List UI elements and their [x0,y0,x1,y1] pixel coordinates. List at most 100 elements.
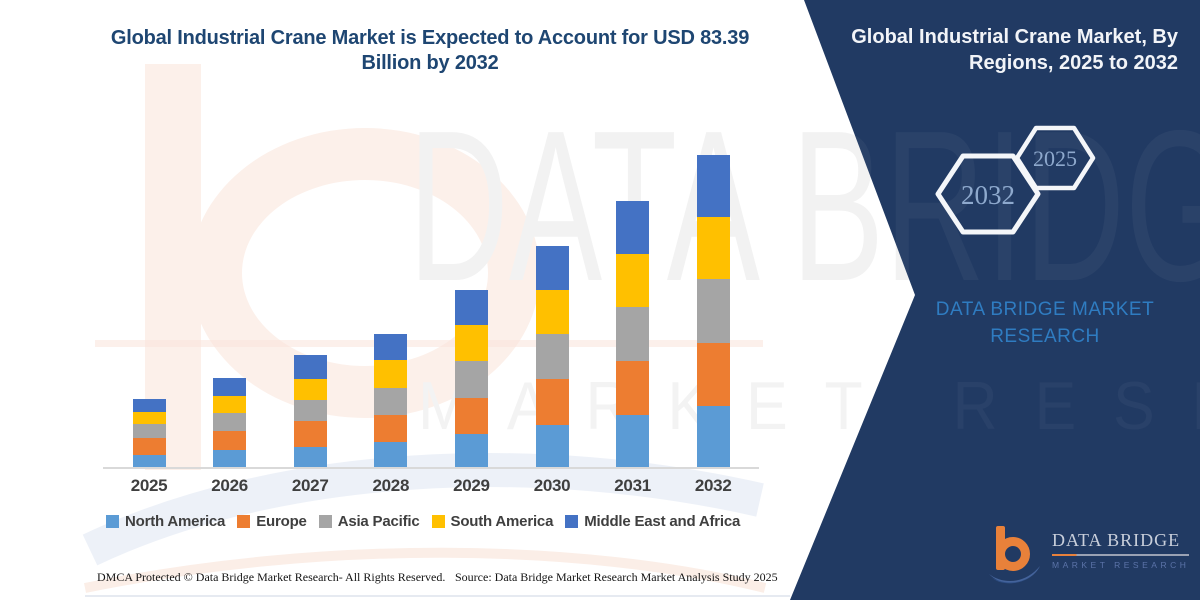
x-axis-label-2026: 2026 [211,476,248,495]
company-logo-icon [989,526,1040,584]
x-axis-label-2032: 2032 [694,476,732,495]
x-axis-label-2028: 2028 [372,476,410,495]
bar-segment-middle-east-and-africa [374,334,408,361]
panel-title-line2: Regions, 2025 to 2032 [969,52,1178,74]
x-axis-label-2029: 2029 [453,476,490,495]
bar-segment-asia-pacific [454,361,488,398]
panel-title: Global Industrial Crane Market, By Regio… [848,24,1178,76]
bar-segment-europe [132,437,166,455]
bar-chart-plot-area [105,150,765,468]
bar-segment-europe [535,379,569,425]
bar-segment-asia-pacific [293,399,327,422]
x-axis-labels: 2025 2026 2027 2028 2029 2030 2031 2032 [105,476,765,502]
bar-segment-north-america [213,449,247,468]
chart-title-line1: Global Industrial Crane Market is Expect… [110,27,750,49]
bar-2029 [454,290,488,468]
bar-segment-north-america [454,433,488,468]
bar-segment-south-america [454,325,488,362]
panel-title-line1: Global Industrial Crane Market, By [851,26,1178,48]
bar-segment-asia-pacific [374,388,408,416]
bar-segment-asia-pacific [696,279,730,343]
bar-segment-south-america [213,396,247,413]
legend-label: Middle East and Africa [584,513,741,530]
panel-brand-line1: DATA BRIDGE MARKET [935,299,1155,320]
bar-2026 [213,377,247,468]
chart-legend: North America Europe Asia Pacific South Ame… [106,513,740,530]
bar-segment-south-america [535,290,569,335]
legend-swatch-icon [237,515,251,528]
company-logo-subtitle: MARKET RESEARCH [1052,560,1190,570]
legend-swatch-icon [565,515,579,528]
bar-segment-south-america [696,216,730,280]
hexagon-2032-label: 2032 [961,180,1015,210]
bar-segment-middle-east-and-africa [132,398,166,413]
legend-label: North America [125,513,226,530]
bar-2025 [132,398,166,468]
bar-segment-europe [454,397,488,434]
dmca-notice: DMCA Protected © Data Bridge Market Rese… [97,570,446,584]
hexagon-2032-icon [935,153,1041,235]
bar-segment-middle-east-and-africa [535,245,569,291]
bar-segment-europe [696,342,730,407]
chart-title-line2: Billion by 2032 [361,52,499,74]
company-logo-name: DATA BRIDGE [1052,530,1181,550]
bar-2031 [616,200,650,468]
bar-segment-north-america [132,454,166,468]
legend-label: Asia Pacific [337,513,420,530]
bar-segment-asia-pacific [132,424,166,438]
company-logo-underline [1052,554,1190,556]
company-logo-text: DATA BRIDGE MARKET RESEARCH [1052,530,1190,588]
x-axis-line [103,467,759,469]
legend-label: South America [450,513,554,530]
bar-segment-asia-pacific [616,306,650,362]
bar-segment-middle-east-and-africa [454,290,488,325]
bar-segment-asia-pacific [213,412,247,432]
bar-segment-middle-east-and-africa [696,155,730,217]
bar-segment-asia-pacific [535,334,569,380]
bar-2032 [696,155,730,468]
x-axis-label-2031: 2031 [614,476,651,495]
logo-watermark-swoosh-icon [82,453,767,593]
hexagon-2025-label: 2025 [1033,146,1077,171]
legend-swatch-icon [318,515,332,528]
bar-segment-middle-east-and-africa [293,354,327,380]
company-logo: DATA BRIDGE MARKET RESEARCH [986,524,1190,588]
bar-segment-europe [374,415,408,442]
x-axis-label-2030: 2030 [533,476,571,495]
legend-item-asia-pacific: Asia Pacific [318,513,420,530]
bar-2030 [535,245,569,468]
bar-segment-europe [616,361,650,416]
bar-segment-north-america [535,424,569,468]
legend-swatch-icon [431,515,445,528]
hexagon-2025-icon [1014,125,1096,191]
bar-segment-north-america [374,441,408,468]
legend-item-north-america: North America [106,513,225,530]
legend-item-south-america: South America [431,513,554,530]
bar-segment-north-america [696,406,730,468]
logo-watermark-band [95,340,763,347]
bar-segment-south-america [616,254,650,307]
bar-segment-europe [213,431,247,450]
legend-item-europe: Europe [237,513,307,530]
panel-brand-text: DATA BRIDGE MARKET RESEARCH [900,296,1190,350]
source-notice: Source: Data Bridge Market Research Mark… [455,570,778,584]
bar-2027 [293,354,327,468]
year-hexagons: 2032 2025 [935,125,1096,235]
bottom-rule [85,595,790,597]
bar-segment-europe [293,421,327,447]
legend-swatch-icon [106,515,119,528]
panel-brand-line2: RESEARCH [990,326,1100,347]
bar-segment-south-america [132,412,166,425]
x-axis-label-2025: 2025 [130,476,168,495]
bar-2028 [374,334,408,468]
bar-segment-north-america [293,446,327,468]
bar-segment-middle-east-and-africa [213,377,247,397]
bar-segment-middle-east-and-africa [616,200,650,255]
bar-segment-south-america [293,379,327,400]
chart-title: Global Industrial Crane Market is Expect… [100,26,760,76]
x-axis-label-2027: 2027 [291,476,329,495]
bar-segment-north-america [616,415,650,468]
legend-label: Europe [256,513,307,530]
